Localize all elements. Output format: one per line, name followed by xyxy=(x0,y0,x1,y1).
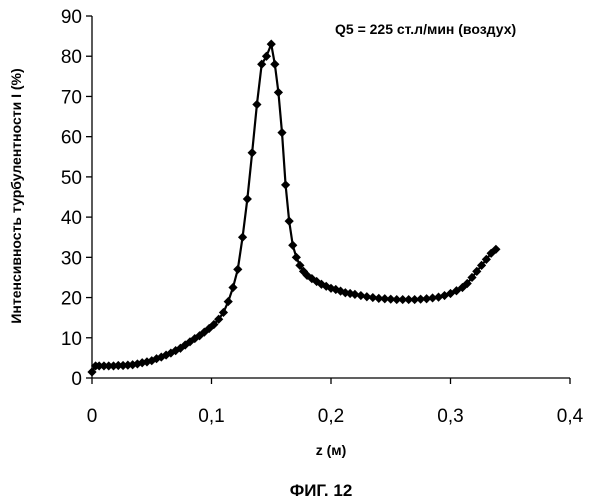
data-point-marker xyxy=(233,265,242,274)
series-line xyxy=(92,44,496,372)
data-point-marker xyxy=(267,40,276,49)
chart-annotation: Q5 = 225 ст.л/мин (воздух) xyxy=(335,21,516,37)
data-point-marker xyxy=(274,88,283,97)
y-tick-label: 90 xyxy=(61,7,82,28)
y-axis-title: Интенсивность турбулентности I (%) xyxy=(8,68,24,323)
x-tick-label: 0,4 xyxy=(557,406,584,427)
data-point-marker xyxy=(288,241,297,250)
x-tick-label: 0,2 xyxy=(318,406,344,427)
data-point-marker xyxy=(292,253,301,262)
data-point-marker xyxy=(257,60,266,69)
data-point-marker xyxy=(281,180,290,189)
data-point-marker xyxy=(285,217,294,226)
y-tick-label: 10 xyxy=(61,329,82,350)
y-tick-label: 80 xyxy=(61,47,82,68)
y-tick-label: 70 xyxy=(61,87,82,108)
x-tick-label: 0,3 xyxy=(437,406,463,427)
plot-area: 0 10 20 30 40 50 60 70 80 90 0 0,1 0,2 0,3 0,4 xyxy=(61,7,584,427)
x-axis-title: z (м) xyxy=(316,442,347,458)
data-point-marker xyxy=(224,297,233,306)
data-point-marker xyxy=(270,60,279,69)
x-tick-label: 0 xyxy=(87,406,98,427)
data-point-marker xyxy=(277,128,286,137)
data-point-marker xyxy=(243,194,252,203)
data-point-marker xyxy=(252,100,261,109)
y-tick-label: 40 xyxy=(61,208,82,229)
figure-caption: ФИГ. 12 xyxy=(290,481,353,500)
data-point-marker xyxy=(228,283,237,292)
y-tick-label: 60 xyxy=(61,128,82,149)
data-point-marker xyxy=(262,52,271,61)
y-tick-label: 30 xyxy=(61,248,82,269)
data-point-marker xyxy=(248,148,257,157)
data-point-marker xyxy=(238,233,247,242)
y-tick-label: 0 xyxy=(71,369,82,390)
y-tick-label: 20 xyxy=(61,289,82,310)
y-tick-label: 50 xyxy=(61,168,82,189)
x-tick-label: 0,1 xyxy=(198,406,224,427)
